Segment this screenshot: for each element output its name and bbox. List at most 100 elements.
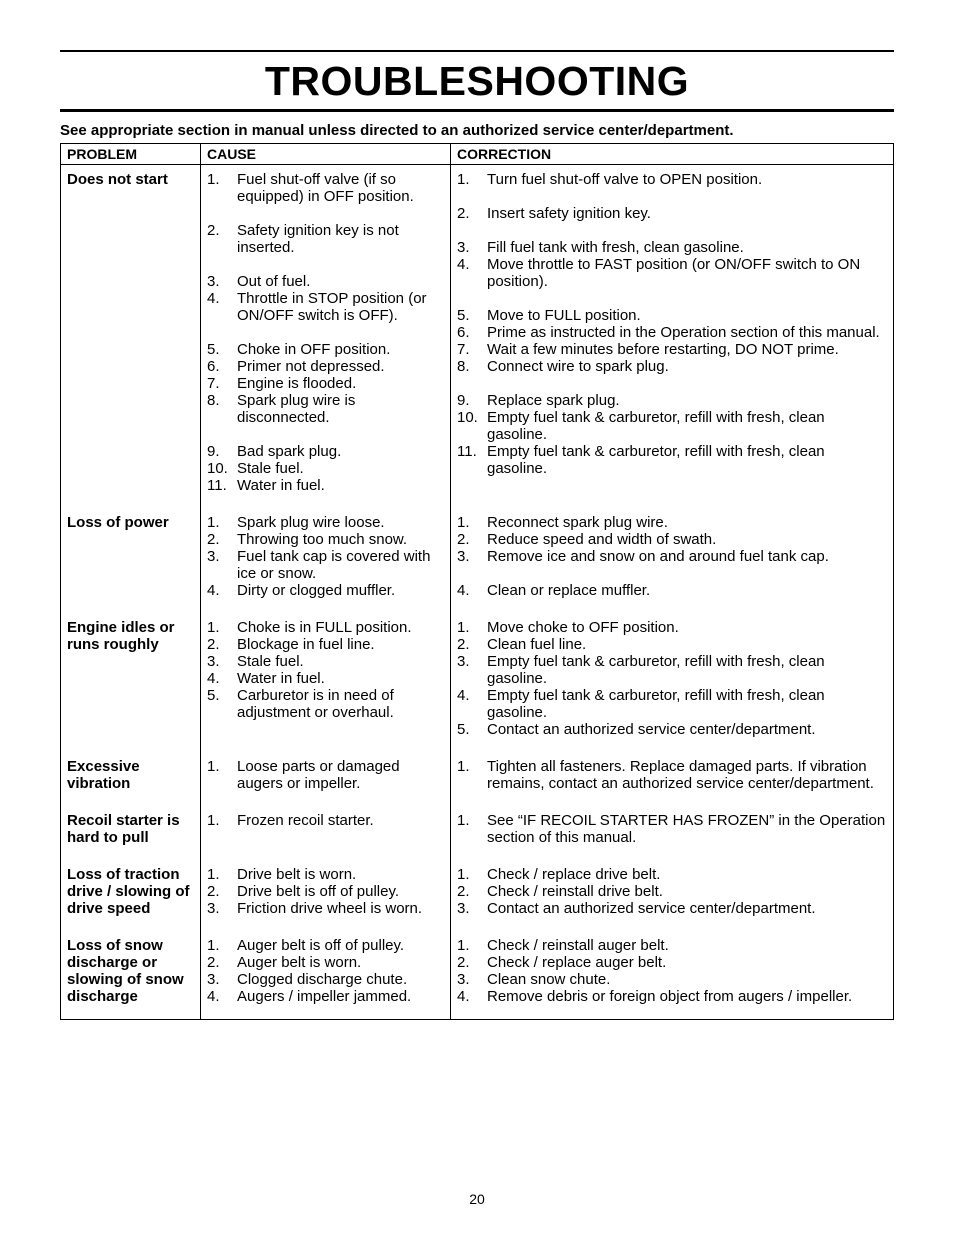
- list-text: Remove debris or foreign object from aug…: [487, 988, 887, 1005]
- list-number: 2.: [207, 531, 237, 548]
- list-item: 4.Move throttle to FAST position (or ON/…: [457, 256, 887, 290]
- list-item: 2.Blockage in fuel line.: [207, 636, 444, 653]
- list-text: Empty fuel tank & carburetor, refill wit…: [487, 653, 887, 687]
- list-item: 3.Friction drive wheel is worn.: [207, 900, 444, 917]
- list-number: 8.: [457, 358, 487, 375]
- list-text: Empty fuel tank & carburetor, refill wit…: [487, 687, 887, 721]
- list-number: 2.: [207, 222, 237, 256]
- list-text: Spark plug wire is disconnected.: [237, 392, 444, 426]
- list-text: Check / replace drive belt.: [487, 866, 887, 883]
- list-text: Clogged discharge chute.: [237, 971, 444, 988]
- list-item: 3.Stale fuel.: [207, 653, 444, 670]
- list-text: Contact an authorized service center/dep…: [487, 900, 887, 917]
- list-item: 4.Water in fuel.: [207, 670, 444, 687]
- list-item: 4.Throttle in STOP position (or ON/OFF s…: [207, 290, 444, 324]
- list-item: 2.Check / replace auger belt.: [457, 954, 887, 971]
- list-text: Fuel tank cap is covered with ice or sno…: [237, 548, 444, 582]
- list-text: Choke is in FULL position.: [237, 619, 444, 636]
- list-item: 1.Move choke to OFF position.: [457, 619, 887, 636]
- list-number: 1.: [207, 866, 237, 883]
- list-text: Throwing too much snow.: [237, 531, 444, 548]
- list-text: Fuel shut-off valve (if so equipped) in …: [237, 171, 444, 205]
- list-number: 4.: [207, 290, 237, 324]
- numbered-list: 1.Turn fuel shut-off valve to OPEN posit…: [457, 171, 887, 477]
- numbered-list: 1.Reconnect spark plug wire.2.Reduce spe…: [457, 514, 887, 599]
- list-number: 3.: [207, 548, 237, 582]
- list-item: 3.Clean snow chute.: [457, 971, 887, 988]
- list-spacer: [207, 324, 444, 341]
- table-row: Excessive vibration1.Loose parts or dama…: [61, 752, 894, 806]
- list-item: 3.Empty fuel tank & carburetor, refill w…: [457, 653, 887, 687]
- list-number: 3.: [457, 653, 487, 687]
- list-number: 7.: [207, 375, 237, 392]
- list-item: 2.Clean fuel line.: [457, 636, 887, 653]
- list-item: 6.Primer not depressed.: [207, 358, 444, 375]
- list-text: Prime as instructed in the Operation sec…: [487, 324, 887, 341]
- list-item: 7.Wait a few minutes before restarting, …: [457, 341, 887, 358]
- list-item: 3.Contact an authorized service center/d…: [457, 900, 887, 917]
- list-item: 9.Bad spark plug.: [207, 443, 444, 460]
- numbered-list: 1.Choke is in FULL position.2.Blockage i…: [207, 619, 444, 721]
- list-text: Loose parts or damaged augers or impelle…: [237, 758, 444, 792]
- list-text: Choke in OFF position.: [237, 341, 444, 358]
- correction-cell: 1.Check / replace drive belt.2.Check / r…: [451, 860, 894, 931]
- list-text: Connect wire to spark plug.: [487, 358, 887, 375]
- list-item: 2.Insert safety ignition key.: [457, 205, 887, 222]
- correction-cell: 1.Reconnect spark plug wire.2.Reduce spe…: [451, 508, 894, 613]
- numbered-list: 1.Drive belt is worn.2.Drive belt is off…: [207, 866, 444, 917]
- cause-cell: 1.Choke is in FULL position.2.Blockage i…: [201, 613, 451, 752]
- cause-cell: 1.Spark plug wire loose.2.Throwing too m…: [201, 508, 451, 613]
- list-number: 5.: [457, 721, 487, 738]
- list-text: Wait a few minutes before restarting, DO…: [487, 341, 887, 358]
- list-number: 4.: [207, 988, 237, 1005]
- table-row: Engine idles or runs roughly1.Choke is i…: [61, 613, 894, 752]
- list-item: 6.Prime as instructed in the Operation s…: [457, 324, 887, 341]
- list-text: Engine is flooded.: [237, 375, 444, 392]
- list-text: Turn fuel shut-off valve to OPEN positio…: [487, 171, 887, 188]
- list-text: Stale fuel.: [237, 460, 444, 477]
- list-item: 1.See “IF RECOIL STARTER HAS FROZEN” in …: [457, 812, 887, 846]
- list-number: 11.: [207, 477, 237, 494]
- list-item: 11.Empty fuel tank & carburetor, refill …: [457, 443, 887, 477]
- list-item: 4.Augers / impeller jammed.: [207, 988, 444, 1005]
- list-text: Throttle in STOP position (or ON/OFF swi…: [237, 290, 444, 324]
- list-text: Bad spark plug.: [237, 443, 444, 460]
- list-text: Check / reinstall drive belt.: [487, 883, 887, 900]
- list-text: Contact an authorized service center/dep…: [487, 721, 887, 738]
- list-item: 3.Fill fuel tank with fresh, clean gasol…: [457, 239, 887, 256]
- list-item: 1.Check / reinstall auger belt.: [457, 937, 887, 954]
- col-header-problem: PROBLEM: [61, 144, 201, 165]
- numbered-list: 1.Move choke to OFF position.2.Clean fue…: [457, 619, 887, 738]
- table-row: Loss of snow discharge or slowing of sno…: [61, 931, 894, 1020]
- list-number: 3.: [207, 971, 237, 988]
- numbered-list: 1.Spark plug wire loose.2.Throwing too m…: [207, 514, 444, 599]
- problem-cell: Engine idles or runs roughly: [61, 613, 201, 752]
- numbered-list: 1.See “IF RECOIL STARTER HAS FROZEN” in …: [457, 812, 887, 846]
- list-number: 10.: [207, 460, 237, 477]
- correction-cell: 1.Tighten all fasteners. Replace damaged…: [451, 752, 894, 806]
- list-number: 1.: [457, 812, 487, 846]
- cause-cell: 1.Loose parts or damaged augers or impel…: [201, 752, 451, 806]
- list-number: 7.: [457, 341, 487, 358]
- list-item: 7.Engine is flooded.: [207, 375, 444, 392]
- numbered-list: 1.Frozen recoil starter.: [207, 812, 444, 829]
- list-item: 3.Out of fuel.: [207, 273, 444, 290]
- list-number: 1.: [207, 758, 237, 792]
- list-text: Reconnect spark plug wire.: [487, 514, 887, 531]
- list-item: 10.Empty fuel tank & carburetor, refill …: [457, 409, 887, 443]
- cause-cell: 1.Frozen recoil starter.: [201, 806, 451, 860]
- table-row: Recoil starter is hard to pull1.Frozen r…: [61, 806, 894, 860]
- troubleshooting-table: PROBLEM CAUSE CORRECTION Does not start1…: [60, 143, 894, 1020]
- list-text: Auger belt is off of pulley.: [237, 937, 444, 954]
- list-number: 9.: [457, 392, 487, 409]
- list-item: 9.Replace spark plug.: [457, 392, 887, 409]
- subheading: See appropriate section in manual unless…: [60, 122, 894, 139]
- list-item: 1.Reconnect spark plug wire.: [457, 514, 887, 531]
- list-item: 2.Reduce speed and width of swath.: [457, 531, 887, 548]
- list-item: 2.Throwing too much snow.: [207, 531, 444, 548]
- table-row: Loss of traction drive / slowing of driv…: [61, 860, 894, 931]
- list-spacer: [457, 565, 887, 582]
- list-text: Move choke to OFF position.: [487, 619, 887, 636]
- list-number: 5.: [457, 307, 487, 324]
- table-header-row: PROBLEM CAUSE CORRECTION: [61, 144, 894, 165]
